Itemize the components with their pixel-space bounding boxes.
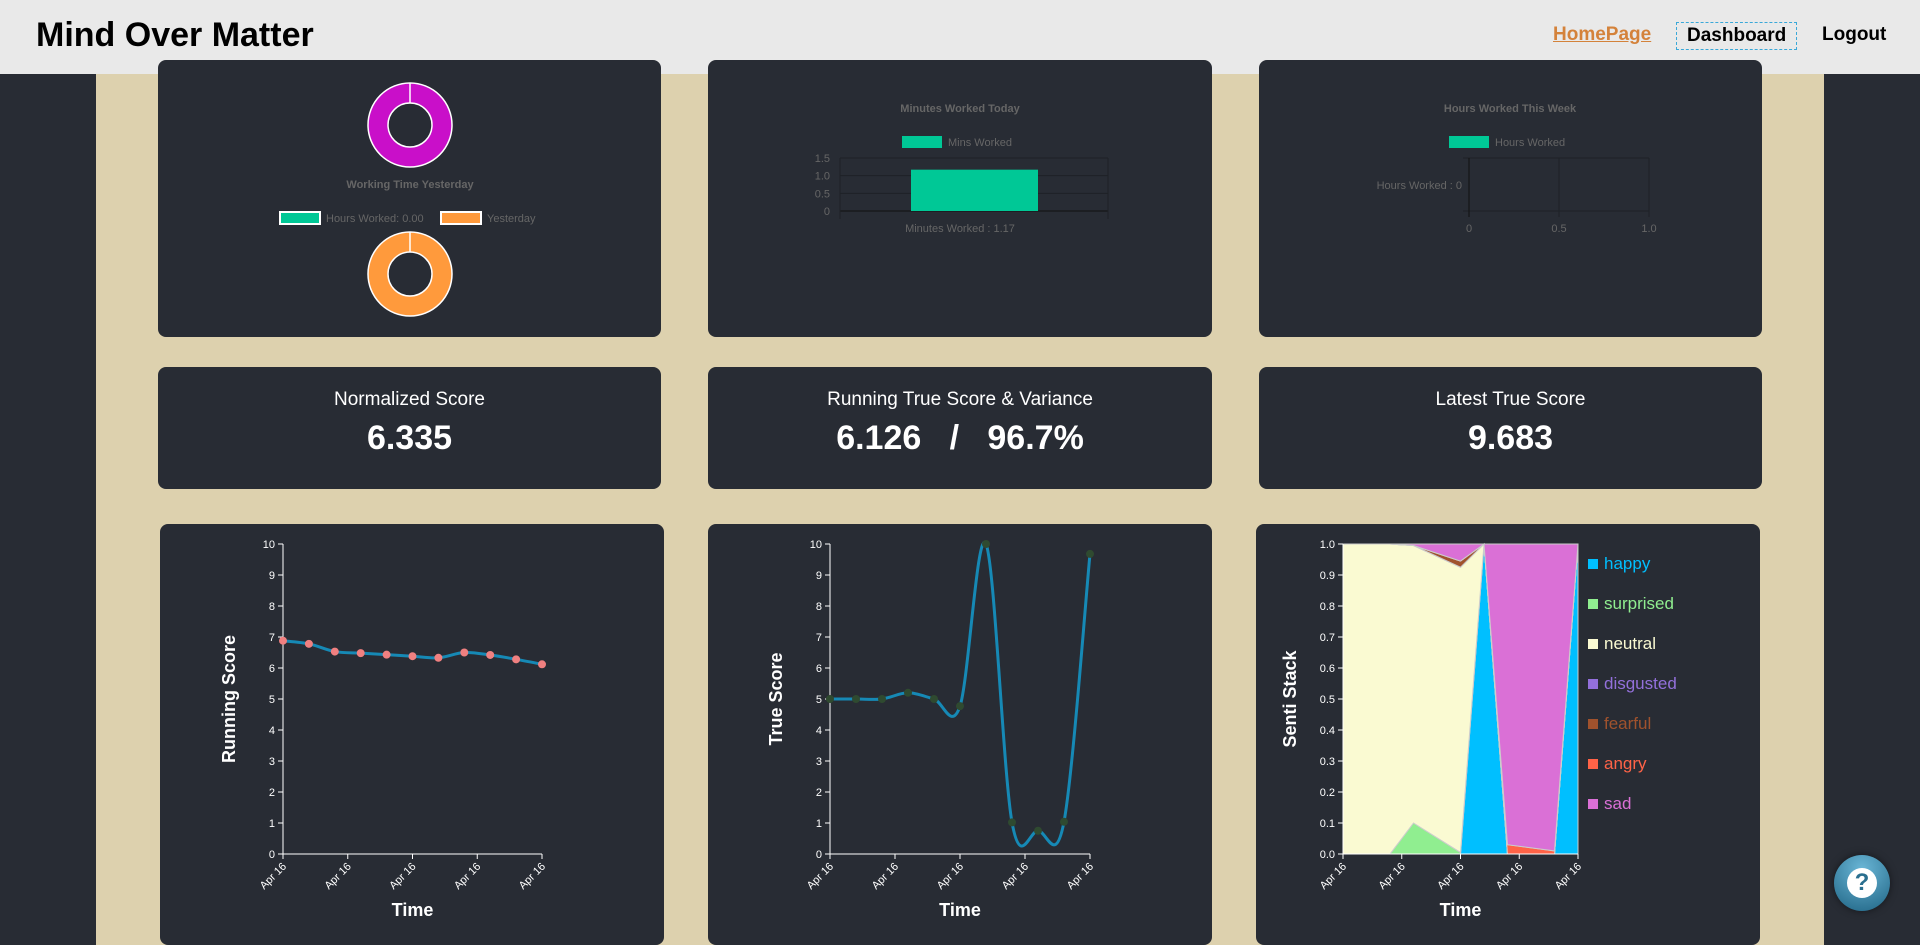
help-button[interactable]: ?	[1834, 855, 1890, 911]
yesterday-card: Working Time Yesterday Hours Worked: 0.0…	[158, 60, 661, 337]
nav-homepage-link[interactable]: HomePage	[1553, 24, 1652, 45]
nav-logout-link[interactable]: Logout	[1822, 24, 1887, 45]
stat-title: Latest True Score	[1435, 389, 1586, 410]
running-score-chart-card	[160, 524, 664, 945]
hours-week-card: Hours Worked This Week Hours Worked Hour…	[1259, 60, 1762, 337]
legend-swatch-mins	[902, 136, 942, 148]
latest-score-value: 9.683	[1467, 419, 1554, 457]
legend-swatch-hours	[279, 211, 321, 225]
running-score-card: Running True Score & Variance 6.126 / 96…	[708, 367, 1212, 489]
donut-outline	[387, 251, 433, 297]
x-tick-label: 0.5	[1551, 223, 1566, 235]
hours-chart-title: Hours Worked This Week	[1444, 103, 1577, 115]
minutes-chart-title: Minutes Worked Today	[900, 103, 1020, 115]
normalized-score-card: Normalized Score 6.335	[158, 367, 661, 489]
stat-title: Running True Score & Variance	[827, 389, 1093, 410]
hours-week-chart: Hours Worked This Week Hours Worked Hour…	[1377, 103, 1657, 235]
legend-hours-worked[interactable]: Hours Worked: 0.00	[326, 213, 424, 225]
y-tick-label: 1.5	[815, 153, 830, 165]
y-tick-label: 1.0	[815, 171, 830, 183]
stat-title: Normalized Score	[334, 389, 485, 410]
app-title: Mind Over Matter	[36, 16, 314, 54]
yesterday-title: Working Time Yesterday	[346, 179, 474, 191]
x-tick-label: 1.0	[1641, 223, 1656, 235]
legend-hours-worked-week[interactable]: Hours Worked	[1495, 137, 1565, 149]
y-tick-label: 0.5	[815, 188, 830, 200]
minutes-today-card: Minutes Worked Today Mins Worked Minutes…	[708, 60, 1212, 337]
normalized-score-value: 6.335	[366, 419, 453, 457]
latest-score-card: Latest True Score 9.683	[1259, 367, 1762, 489]
minutes-today-chart: Minutes Worked Today Mins Worked Minutes…	[815, 103, 1109, 235]
legend-mins-worked[interactable]: Mins Worked	[948, 137, 1012, 149]
legend-yesterday[interactable]: Yesterday	[487, 213, 536, 225]
nav-dashboard-link[interactable]: Dashboard	[1676, 22, 1798, 50]
legend-swatch-yesterday	[440, 211, 482, 225]
y-tick-label: 0	[824, 206, 830, 218]
true-score-chart-card	[708, 524, 1212, 945]
minutes-x-label: Minutes Worked : 1.17	[905, 223, 1015, 235]
running-score-value: 6.126 / 96.7%	[836, 419, 1084, 457]
bar-minutes-worked	[911, 169, 1038, 211]
yesterday-charts: Working Time Yesterday Hours Worked: 0.0…	[279, 82, 536, 317]
x-tick-label: 0	[1466, 223, 1472, 235]
legend-swatch-hours-week	[1449, 136, 1489, 148]
senti-stack-chart-card	[1256, 524, 1760, 945]
question-icon: ?	[1847, 868, 1877, 898]
donut-outline	[387, 102, 433, 148]
hours-y-label: Hours Worked : 0	[1377, 180, 1462, 192]
